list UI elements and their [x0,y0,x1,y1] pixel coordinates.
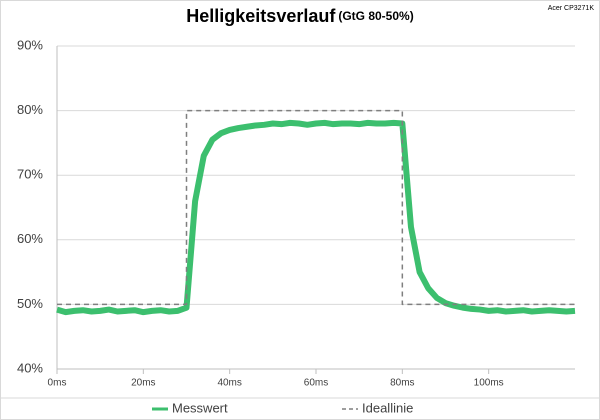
title: Helligkeitsverlauf (GtG 80-50%) [186,6,413,26]
annotation: Acer CP3271K [548,5,595,12]
chart-subtitle: (GtG 80-50%) [338,9,413,23]
y-tick-label: 60% [17,231,43,246]
y-tick-label: 40% [17,360,43,375]
y-tick-label: 80% [17,102,43,117]
y-tick-label: 90% [17,37,43,52]
x-tick-label: 0ms [48,378,67,389]
x-tick-label: 80ms [390,378,414,389]
legend-label: Ideallinie [362,400,413,415]
series-line [56,119,576,316]
x-tick-label: 60ms [304,378,328,389]
y-tick-label: 70% [17,167,43,182]
chart-title: Helligkeitsverlauf [186,6,336,26]
y-tick-label: 50% [17,296,43,311]
legend-label: Messwert [172,400,228,415]
x-tick-label: 20ms [131,378,155,389]
x-tick-label: 100ms [474,378,504,389]
x-tick-label: 40ms [217,378,241,389]
